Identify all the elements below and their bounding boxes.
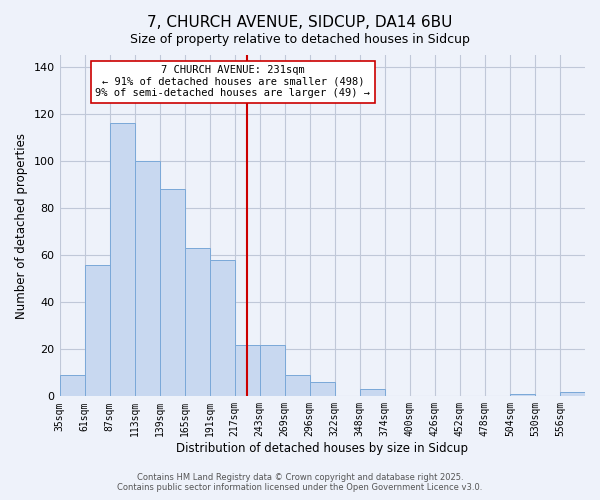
Bar xyxy=(110,124,134,396)
Bar xyxy=(85,264,110,396)
Text: 7, CHURCH AVENUE, SIDCUP, DA14 6BU: 7, CHURCH AVENUE, SIDCUP, DA14 6BU xyxy=(148,15,452,30)
Bar xyxy=(185,248,209,396)
Bar xyxy=(209,260,235,396)
Bar xyxy=(134,161,160,396)
Bar xyxy=(510,394,535,396)
Bar xyxy=(160,189,185,396)
X-axis label: Distribution of detached houses by size in Sidcup: Distribution of detached houses by size … xyxy=(176,442,468,455)
Bar xyxy=(59,375,85,396)
Bar xyxy=(310,382,335,396)
Bar xyxy=(360,390,385,396)
Bar xyxy=(285,375,310,396)
Bar xyxy=(560,392,585,396)
Text: 7 CHURCH AVENUE: 231sqm
← 91% of detached houses are smaller (498)
9% of semi-de: 7 CHURCH AVENUE: 231sqm ← 91% of detache… xyxy=(95,65,370,98)
Text: Contains HM Land Registry data © Crown copyright and database right 2025.
Contai: Contains HM Land Registry data © Crown c… xyxy=(118,473,482,492)
Text: Size of property relative to detached houses in Sidcup: Size of property relative to detached ho… xyxy=(130,32,470,46)
Bar xyxy=(235,344,260,397)
Y-axis label: Number of detached properties: Number of detached properties xyxy=(15,132,28,318)
Bar xyxy=(260,344,285,397)
